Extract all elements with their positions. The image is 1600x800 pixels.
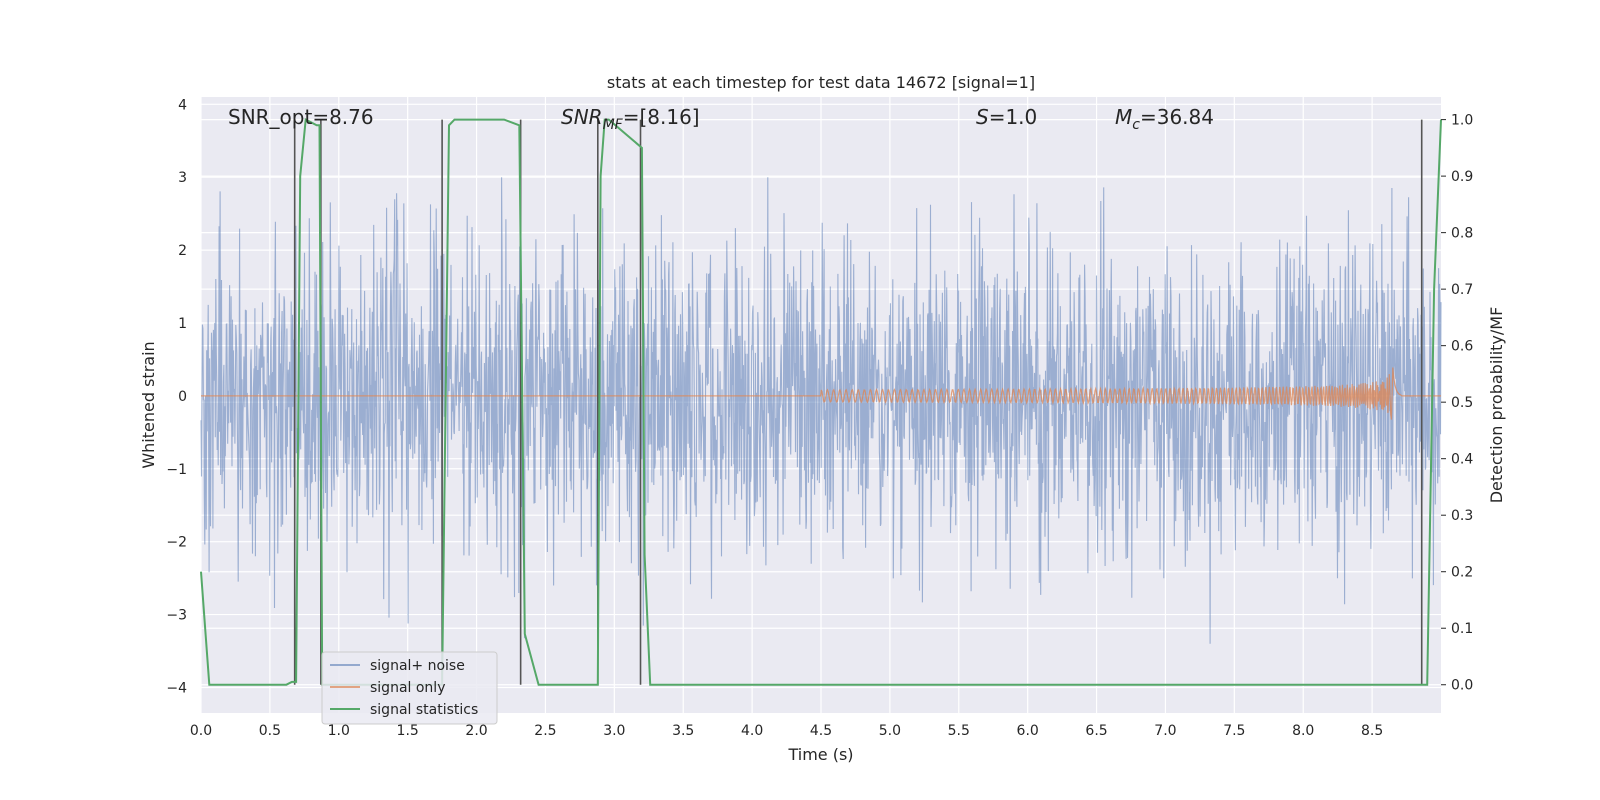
y-right-tick-label: 0.5 (1451, 395, 1473, 411)
x-tick-label: 7.5 (1223, 723, 1245, 739)
annotation-snr-mf: SNRMF=[8.16] (561, 105, 700, 133)
chart-title: stats at each timestep for test data 146… (607, 73, 1035, 92)
x-tick-label: 5.5 (948, 723, 970, 739)
y-left-tick-label: 0 (178, 389, 187, 405)
legend-label-stats: signal statistics (370, 702, 478, 718)
noise-line (200, 177, 1442, 644)
x-tick-label: 3.0 (603, 723, 625, 739)
legend-box (321, 651, 498, 725)
legend-label-signal: signal only (370, 680, 445, 696)
y-right-tick-label: 1.0 (1451, 113, 1473, 129)
x-axis-ticks: 0.0 0.5 1.0 1.5 2.0 2.5 3.0 3.5 4.0 4.5 5.0 5.5 6.0 6… (190, 723, 1383, 739)
y-left-tick-label: −4 (166, 680, 187, 696)
x-tick-label: 2.0 (465, 723, 487, 739)
y-left-tick-label: 1 (178, 316, 187, 332)
y-left-tick-label: −3 (166, 608, 187, 624)
y-left-axis-ticks: 4 3 2 1 0 −1 −2 −3 −4 (166, 97, 187, 696)
x-tick-label: 1.0 (328, 723, 350, 739)
x-axis-label: Time (s) (787, 745, 853, 764)
y-right-tick-label: 0.2 (1451, 565, 1473, 581)
y-right-tick-label: 0.1 (1451, 621, 1473, 637)
y-right-tick-label: 0.0 (1451, 678, 1473, 694)
x-tick-label: 8.0 (1292, 723, 1314, 739)
x-tick-label: 0.5 (259, 723, 281, 739)
x-tick-label: 2.5 (534, 723, 556, 739)
x-tick-label: 3.5 (672, 723, 694, 739)
annotation-s: S=1.0 (976, 105, 1037, 129)
signal-noise-series (200, 177, 1442, 644)
y-right-tick-label: 0.6 (1451, 339, 1473, 355)
y-left-tick-label: −1 (166, 462, 187, 478)
signal-only-series (201, 367, 1441, 420)
x-tick-label: 4.0 (741, 723, 763, 739)
x-tick-label: 6.5 (1085, 723, 1107, 739)
legend: signal+ noise signal only signal statist… (321, 651, 498, 725)
x-tick-label: 0.0 (190, 723, 212, 739)
x-tick-label: 4.5 (810, 723, 832, 739)
x-tick-label: 1.5 (397, 723, 419, 739)
y-right-tick-label: 0.9 (1451, 169, 1473, 185)
y-right-tick-label: 0.7 (1451, 282, 1473, 298)
x-tick-label: 8.5 (1361, 723, 1383, 739)
signal-only-line (201, 367, 1441, 420)
annotation-mc: Mc=36.84 (1115, 105, 1214, 133)
y-left-tick-label: −2 (166, 535, 187, 551)
y-axis-left-label: Whitened strain (139, 341, 158, 468)
y-right-axis-ticks: 1.0 0.9 0.8 0.7 0.6 0.5 0.4 0.3 0.2 0.1 0.0 (1441, 113, 1473, 694)
y-right-tick-label: 0.8 (1451, 226, 1473, 242)
y-left-tick-label: 2 (178, 243, 187, 259)
y-left-tick-label: 4 (178, 97, 187, 113)
annotation-snr-opt: SNR_opt=8.76 (228, 105, 374, 129)
legend-label-noise: signal+ noise (370, 658, 465, 674)
x-tick-label: 7.0 (1154, 723, 1176, 739)
y-axis-right-label: Detection probability/MF (1487, 307, 1506, 504)
y-right-tick-label: 0.3 (1451, 508, 1473, 524)
x-tick-label: 5.0 (879, 723, 901, 739)
x-tick-label: 6.0 (1017, 723, 1039, 739)
y-right-tick-label: 0.4 (1451, 452, 1473, 468)
y-left-tick-label: 3 (178, 170, 187, 186)
